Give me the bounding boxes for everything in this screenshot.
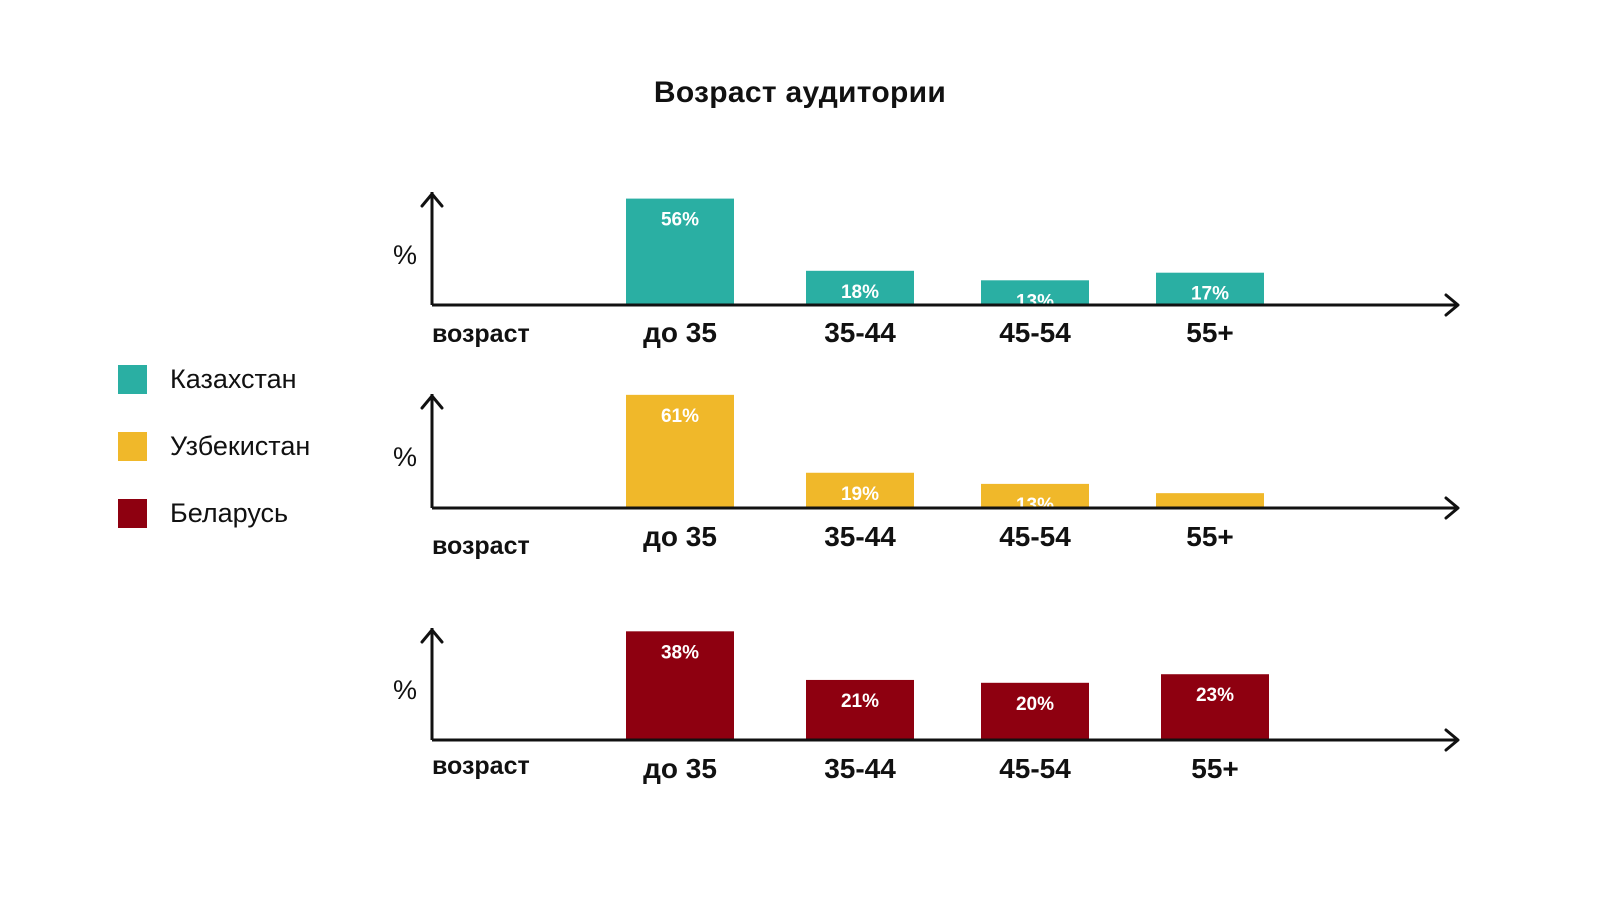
bar bbox=[1156, 272, 1264, 305]
x-tick-label: 35-44 bbox=[824, 753, 896, 784]
y-axis-label: % bbox=[393, 442, 417, 472]
x-axis-label: возраст bbox=[432, 320, 530, 348]
bar bbox=[1161, 674, 1269, 740]
bar bbox=[626, 394, 734, 508]
x-axis-arrow bbox=[1444, 728, 1460, 752]
data-label: 13% bbox=[1016, 495, 1054, 516]
x-tick-label: 55+ bbox=[1191, 753, 1239, 784]
x-axis-label: возраст bbox=[432, 752, 530, 780]
legend-swatch bbox=[118, 364, 147, 394]
x-tick-label: 55+ bbox=[1186, 521, 1234, 552]
y-axis-arrow bbox=[420, 394, 444, 410]
x-tick-label: 55+ bbox=[1186, 317, 1234, 348]
data-label: 13% bbox=[1016, 291, 1054, 312]
x-axis-arrow bbox=[1444, 293, 1460, 317]
x-tick-label: 45-54 bbox=[999, 753, 1071, 784]
legend-item-uzbekistan: Узбекистан bbox=[118, 431, 310, 461]
legend-label: Беларусь bbox=[170, 497, 289, 528]
x-tick-label: 35-44 bbox=[824, 317, 896, 348]
bar bbox=[1156, 493, 1264, 508]
legend-label: Казахстан bbox=[170, 363, 297, 394]
x-axis-arrow bbox=[1444, 496, 1460, 520]
y-axis-label: % bbox=[393, 675, 417, 705]
data-label: 23% bbox=[1196, 685, 1234, 706]
x-axis-label: возраст bbox=[432, 532, 530, 560]
y-axis-arrow bbox=[420, 192, 444, 208]
bar bbox=[981, 483, 1089, 508]
bar bbox=[626, 198, 734, 305]
bar bbox=[981, 682, 1089, 740]
x-tick-label: до 35 bbox=[643, 521, 717, 552]
legend-swatch bbox=[118, 431, 147, 461]
x-tick-label: до 35 bbox=[643, 317, 717, 348]
bar bbox=[806, 679, 914, 740]
y-axis-label: % bbox=[393, 240, 417, 270]
chart-title: Возраст аудитории bbox=[653, 76, 947, 109]
bar bbox=[806, 270, 914, 305]
data-label: 18% bbox=[841, 282, 879, 303]
data-label: 17% bbox=[1191, 284, 1229, 305]
legend-label: Узбекистан bbox=[170, 430, 311, 461]
x-tick-label: до 35 bbox=[643, 753, 717, 784]
y-axis-arrow bbox=[420, 628, 444, 644]
x-tick-label: 45-54 bbox=[999, 521, 1071, 552]
data-label: 38% bbox=[661, 642, 699, 663]
x-tick-label: 35-44 bbox=[824, 521, 896, 552]
chart-panel-2: 61%19%13% 8%%возраст до 35 35-44 45-54 55+ bbox=[393, 394, 1460, 560]
data-label: 61% bbox=[661, 406, 699, 427]
legend-swatch bbox=[118, 498, 147, 528]
data-label: 20% bbox=[1016, 694, 1054, 715]
legend-item-kazakhstan: Казахстан bbox=[118, 364, 310, 394]
data-label: 56% bbox=[661, 210, 699, 231]
x-tick-label: 45-54 bbox=[999, 317, 1071, 348]
data-label: 21% bbox=[841, 691, 879, 712]
legend: Казахстан Узбекистан Беларусь bbox=[118, 364, 310, 565]
data-label: 19% bbox=[841, 484, 879, 505]
bar bbox=[626, 631, 734, 740]
bar bbox=[806, 472, 914, 508]
bar bbox=[981, 280, 1089, 305]
legend-item-belarus: Беларусь bbox=[118, 498, 310, 528]
chart-panel-1: 56% 18% 13% 17%% возраст до 35 35-44 45-54 55+ bbox=[393, 192, 1460, 348]
chart-panel-3: 38% 21% 20% 23%% возраст до 35 35-44 45-54 55+ bbox=[393, 628, 1460, 784]
